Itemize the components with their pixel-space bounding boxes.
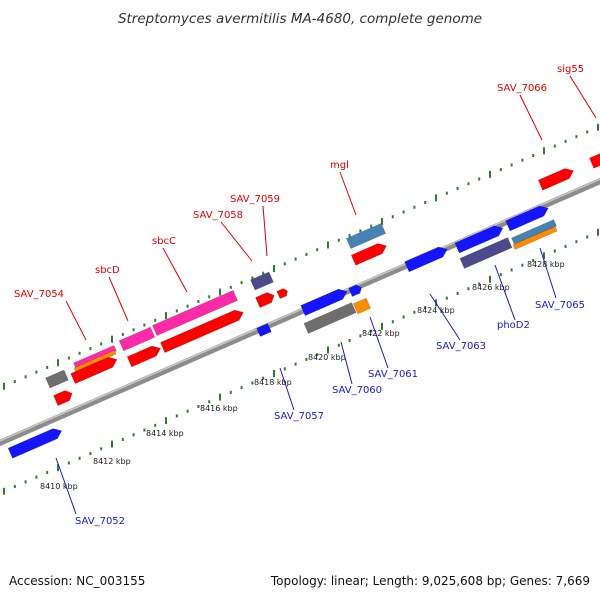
gene-label-sav-7059: SAV_7059	[230, 194, 280, 205]
gene-label-phod2: phoD2	[497, 320, 530, 331]
kbp-label: 8412 kbp	[93, 457, 131, 466]
kbp-label: 8428 kbp	[527, 260, 565, 269]
gene-feature	[250, 271, 274, 291]
leader-line-bottom	[369, 316, 389, 369]
gene-labels-top: SAV_7054 sbcD sbcC SAV_7058 SAV_7059 mgl…	[14, 64, 584, 300]
leader-line-top	[65, 300, 87, 341]
gene-feature	[45, 369, 69, 389]
gene-label-sav-7063: SAV_7063	[436, 341, 486, 352]
gene-feature	[53, 390, 73, 407]
leader-line-bottom	[429, 293, 461, 341]
gene-feature	[160, 309, 244, 354]
leader-line-top	[108, 276, 129, 322]
label-leader-lines	[55, 75, 597, 515]
leader-line-bottom	[494, 264, 516, 321]
gene-feature	[276, 288, 288, 300]
kbp-label: 8422 kbp	[362, 329, 400, 338]
leader-line-top	[339, 171, 357, 216]
gene-feature	[404, 246, 448, 273]
gene-label-sav-7054: SAV_7054	[14, 289, 64, 300]
gene-feature	[350, 243, 387, 266]
gene-label-sav-7052: SAV_7052	[75, 516, 125, 527]
gene-feature	[7, 428, 63, 459]
tick-track-upper	[3, 123, 599, 390]
leader-line-bottom	[340, 341, 353, 385]
genome-backbone-highlight	[0, 178, 600, 442]
gene-feature	[352, 297, 372, 315]
gene-feature	[345, 222, 387, 250]
kbp-label: 8410 kbp	[40, 482, 78, 491]
leader-line-bottom	[55, 457, 77, 515]
gene-feature	[303, 302, 357, 334]
kbp-label: 8416 kbp	[200, 404, 238, 413]
kbp-label: 8420 kbp	[308, 353, 346, 362]
gene-feature	[256, 323, 272, 337]
leader-line-top	[162, 247, 188, 293]
gene-feature	[459, 237, 513, 269]
gene-feature	[255, 292, 275, 309]
leader-line-top	[569, 75, 597, 119]
gene-label-sbcc: sbcC	[152, 236, 176, 247]
genome-backbone	[0, 177, 600, 447]
map-title: Streptomyces avermitilis MA-4680, comple…	[118, 11, 482, 27]
gene-label-sbcd: sbcD	[95, 265, 120, 276]
gene-feature	[511, 219, 557, 245]
gene-feature	[152, 289, 238, 337]
gene-label-mgl: mgl	[330, 160, 349, 171]
gene-labels-bottom: SAV_7052 SAV_7057 SAV_7060 SAV_7061 SAV_…	[75, 300, 585, 527]
gene-label-sig55: sig55	[557, 64, 584, 75]
gene-feature	[126, 345, 162, 368]
gene-label-sav-7058: SAV_7058	[193, 210, 243, 221]
kbp-label: 8426 kbp	[472, 283, 510, 292]
leader-line-top	[262, 205, 268, 257]
gene-features	[7, 153, 600, 459]
gene-feature	[589, 153, 600, 169]
gene-feature	[348, 284, 362, 297]
kbp-label: 8424 kbp	[417, 306, 455, 315]
genome-summary-text: Topology: linear; Length: 9,025,608 bp; …	[270, 574, 590, 588]
tick-track-lower	[3, 228, 599, 495]
gene-label-sav-7066: SAV_7066	[497, 83, 547, 94]
leader-line-top	[220, 221, 253, 262]
gene-feature	[118, 326, 156, 352]
gene-feature	[300, 288, 348, 317]
gene-feature	[70, 356, 118, 385]
gene-feature	[512, 226, 558, 250]
gene-label-sav-7065: SAV_7065	[535, 300, 585, 311]
leader-line-bottom	[539, 247, 557, 299]
gene-label-sav-7061: SAV_7061	[368, 369, 418, 380]
gene-feature	[537, 168, 574, 191]
gene-feature	[505, 205, 549, 232]
kbp-labels: 8410 kbp 8412 kbp 8414 kbp 8416 kbp 8418…	[40, 260, 565, 491]
leader-line-bottom	[279, 367, 295, 411]
gene-feature	[73, 349, 117, 373]
leader-line-top	[519, 94, 543, 141]
kbp-label: 8414 kbp	[146, 429, 184, 438]
accession-text: Accession: NC_003155	[9, 574, 146, 588]
gene-label-sav-7057: SAV_7057	[274, 411, 324, 422]
gene-feature	[73, 345, 117, 369]
gene-feature	[454, 225, 504, 254]
kbp-label: 8418 kbp	[254, 378, 292, 387]
gene-label-sav-7060: SAV_7060	[332, 385, 382, 396]
